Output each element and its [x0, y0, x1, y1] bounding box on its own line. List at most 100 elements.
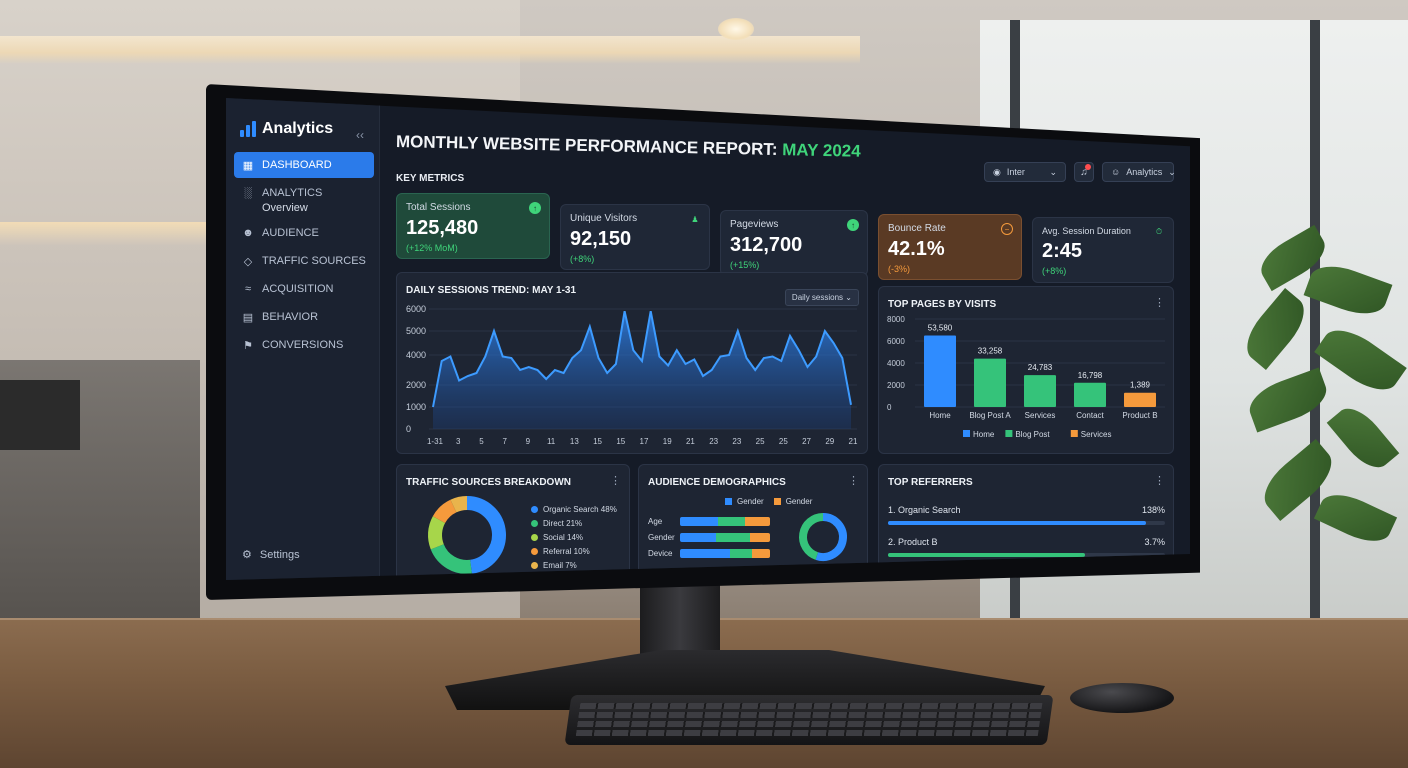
background-monitor	[0, 380, 80, 450]
settings-label: Settings	[259, 548, 300, 561]
user-menu[interactable]: ☺ Analytics ⌄	[1102, 162, 1176, 182]
y-tick-label: 8000	[887, 315, 905, 324]
kpi-delta: (+8%)	[570, 254, 595, 264]
legend-swatch	[531, 534, 538, 541]
notifications-button[interactable]: ♫	[1074, 162, 1094, 182]
globe-icon: ◉	[993, 166, 1001, 177]
sidebar-item-label: ANALYTICS	[262, 187, 323, 199]
top-pages-chart: 0 2000 4000 6000 8000 53,580 Home 33,258 Blog Po…	[887, 315, 1165, 439]
sidebar: Analytics ‹‹ ▦ DASHBOARD ░ ANALYTICS Ove…	[226, 98, 380, 580]
keyboard[interactable]	[564, 695, 1054, 745]
header-toolbar: ◉ Inter ⌄ ♫ ☺ Analytics ⌄	[984, 162, 1176, 182]
demographics-legend: Gender Gender	[725, 497, 812, 511]
legend-label: Email 7%	[543, 561, 577, 570]
daily-sessions-panel: DAILY SESSIONS TREND: MAY 1-31 Daily ses…	[396, 272, 868, 454]
collapse-sidebar-icon[interactable]: ‹‹	[356, 128, 364, 142]
panel-title: DAILY SESSIONS TREND: MAY 1-31	[406, 285, 577, 296]
bar	[1124, 392, 1156, 407]
kpi-total-sessions[interactable]: Total Sessions 125,480 (+12% MoM) ↑	[396, 193, 550, 259]
sidebar-item-dashboard[interactable]: ▦ DASHBOARD	[234, 152, 374, 178]
more-options-icon[interactable]: ⋮	[848, 475, 859, 487]
users-icon: ☻	[242, 227, 254, 239]
brand[interactable]: Analytics	[240, 120, 333, 138]
legend-label: Organic Search 48%	[543, 505, 617, 514]
trend-up-icon: ↑	[529, 202, 541, 214]
sidebar-item-acquisition[interactable]: ≈ ACQUISITION	[234, 276, 374, 302]
more-options-icon[interactable]: ⋮	[1154, 475, 1165, 487]
legend-swatch	[531, 548, 538, 555]
legend-swatch	[1005, 430, 1013, 437]
kpi-unique-visitors[interactable]: Unique Visitors 92,150 (+8%) ♟	[560, 204, 710, 270]
referrer-row[interactable]: 2. Product B 3.7%	[888, 537, 1165, 557]
window-frame-bar	[1310, 20, 1320, 620]
y-tick-label: 5000	[406, 326, 426, 336]
sidebar-subitem-overview[interactable]: Overview	[262, 202, 308, 214]
bar-data-label: 53,580	[928, 324, 953, 333]
metric-dropdown[interactable]: Daily sessions ⌄	[784, 289, 859, 306]
ceiling-lamp	[718, 18, 754, 40]
sidebar-item-conversions[interactable]: ⚑ CONVERSIONS	[234, 332, 374, 358]
sidebar-item-label: DASHBOARD	[262, 159, 332, 171]
y-tick-label: 4000	[887, 359, 905, 368]
demographics-row-device: Device	[648, 549, 770, 558]
kpi-value: 312,700	[730, 234, 803, 256]
kpi-value: 92,150	[570, 228, 632, 250]
font-select[interactable]: ◉ Inter ⌄	[984, 162, 1066, 182]
x-tick-label: 25	[756, 437, 765, 446]
bar	[1074, 382, 1106, 407]
minus-circle-icon: −	[1001, 223, 1013, 235]
top-pages-panel: TOP PAGES BY VISITS ⋮ 0 2000 4000 6000 8000 5…	[878, 286, 1174, 454]
bell-icon: ♫	[1080, 166, 1088, 178]
list-icon: ▤	[242, 311, 254, 324]
key-metrics-heading: KEY METRICS	[396, 173, 465, 184]
kpi-value: 42.1%	[888, 238, 945, 260]
x-tick-label: 23	[732, 437, 741, 446]
x-tick-label: 19	[663, 437, 672, 446]
page-title: MONTHLY WEBSITE PERFORMANCE REPORT: MAY …	[396, 132, 861, 162]
referrer-row[interactable]: 1. Organic Search 138%	[888, 505, 1165, 525]
sidebar-item-traffic-sources[interactable]: ◇ TRAFFIC SOURCES	[234, 248, 374, 274]
x-tick-label: Contact	[1076, 411, 1104, 420]
panel-title: AUDIENCE DEMOGRAPHICS	[648, 477, 786, 488]
bar-data-label: 1,389	[1130, 381, 1151, 390]
settings-link[interactable]: ⚙ Settings	[242, 548, 300, 562]
kpi-pageviews[interactable]: Pageviews 312,700 (+15%) ↑	[720, 210, 868, 276]
mouse[interactable]	[1070, 683, 1174, 713]
x-tick-label: Product B	[1122, 411, 1157, 420]
sidebar-item-analytics[interactable]: ░ ANALYTICS	[234, 180, 374, 206]
kpi-avg-session-duration[interactable]: Avg. Session Duration 2:45 (+8%) ⏱	[1032, 217, 1174, 283]
legend-swatch	[725, 498, 732, 505]
legend-label: Direct 21%	[543, 519, 583, 528]
tag-icon: ◇	[243, 255, 253, 268]
brand-name: Analytics	[262, 120, 334, 137]
kpi-label: Total Sessions	[406, 202, 471, 213]
referrer-fill	[888, 521, 1146, 525]
y-tick-label: 2000	[406, 380, 426, 390]
legend-item: Social 14%	[531, 533, 617, 542]
legend-label: Services	[1081, 430, 1112, 439]
legend-swatch	[531, 562, 538, 569]
legend-item: Email 7%	[531, 561, 617, 570]
legend-label: Gender	[737, 497, 764, 506]
legend-label: Referral 10%	[543, 547, 590, 556]
sidebar-item-audience[interactable]: ☻ AUDIENCE	[234, 220, 374, 246]
kpi-label: Avg. Session Duration	[1042, 226, 1131, 236]
gear-icon: ⚙	[242, 549, 252, 561]
x-tick-label: 27	[802, 437, 811, 446]
more-options-icon[interactable]: ⋮	[610, 475, 621, 487]
sidebar-item-behavior[interactable]: ▤ BEHAVIOR	[234, 304, 374, 330]
network-icon: ≈	[244, 283, 252, 295]
chevron-down-icon: ⌄	[845, 293, 852, 302]
kpi-bounce-rate[interactable]: Bounce Rate 42.1% (-3%) −	[878, 214, 1022, 280]
x-tick-label: Services	[1025, 411, 1056, 420]
demographics-row-age: Age	[648, 517, 770, 526]
bar-data-label: 16,798	[1078, 371, 1103, 380]
y-tick-label: 6000	[887, 337, 905, 346]
x-tick-label: 3	[456, 437, 461, 446]
bar	[924, 335, 956, 407]
area-fill	[433, 311, 851, 429]
x-tick-label: 13	[570, 437, 579, 446]
x-tick-label: Blog Post A	[969, 411, 1011, 420]
x-tick-label: 21	[686, 437, 695, 446]
more-options-icon[interactable]: ⋮	[1154, 297, 1165, 309]
